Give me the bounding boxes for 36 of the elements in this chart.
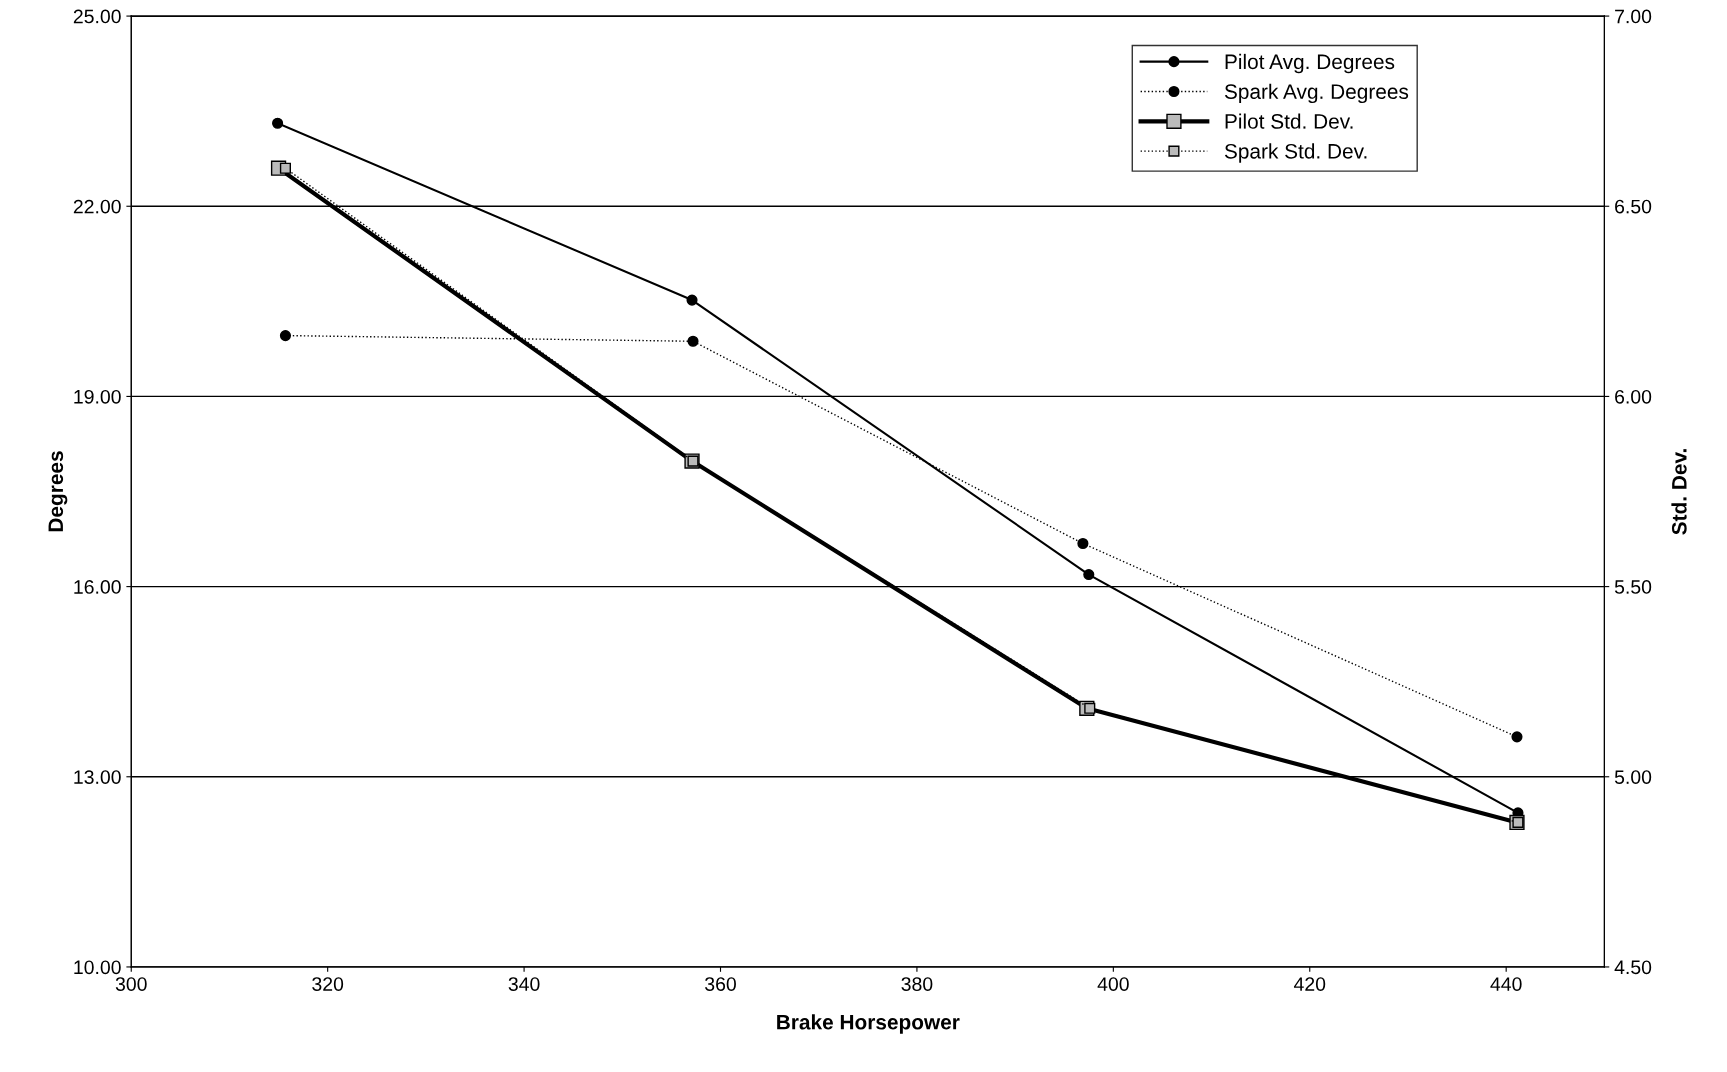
y2-tick-label: 5.00	[1614, 770, 1652, 785]
point	[279, 162, 291, 174]
y2-tick-label: 6.50	[1615, 199, 1652, 214]
y-axis-title: Degrees	[48, 451, 68, 532]
y-tick-label: 22.00	[73, 199, 121, 214]
y2-tick-label: 6.00	[1615, 389, 1652, 404]
legend-label: Spark Avg. Degrees	[1224, 83, 1409, 104]
x-tick-label: 320	[312, 977, 344, 991]
legend-label: Pilot Std. Dev.	[1225, 113, 1353, 129]
point	[687, 335, 699, 347]
point	[1083, 568, 1095, 581]
x-tick-label: 360	[705, 977, 736, 991]
point	[279, 330, 291, 342]
y-tick-label: 10.00	[74, 960, 121, 975]
legend-label: Spark Std. Dev.	[1224, 143, 1367, 163]
legend-label: Pilot Avg. Degrees	[1225, 53, 1395, 74]
y-tick-label: 16.00	[74, 580, 121, 594]
point	[1511, 731, 1523, 743]
y2-axis-title: Std. Dev.	[1671, 449, 1687, 535]
y2-tick-label: 4.50	[1614, 960, 1652, 975]
y-tick-label: 13.00	[74, 770, 121, 785]
y2-tick-label: 5.50	[1614, 580, 1652, 594]
point	[272, 117, 284, 129]
x-tick-label: 340	[508, 977, 540, 991]
x-tick-label: 300	[115, 977, 147, 991]
x-tick-label: 400	[1097, 977, 1129, 991]
y-tick-label: 25.00	[73, 9, 121, 24]
y-tick-label: 19.00	[74, 389, 121, 404]
y2-tick-label: 7.00	[1615, 9, 1652, 24]
x-tick-label: 420	[1293, 977, 1326, 991]
point	[1077, 537, 1089, 550]
x-axis-title: Brake Horsepower	[777, 1014, 960, 1034]
point	[1084, 702, 1096, 714]
point	[686, 294, 698, 306]
x-tick-label: 440	[1490, 977, 1522, 991]
x-tick-label: 380	[901, 977, 933, 991]
